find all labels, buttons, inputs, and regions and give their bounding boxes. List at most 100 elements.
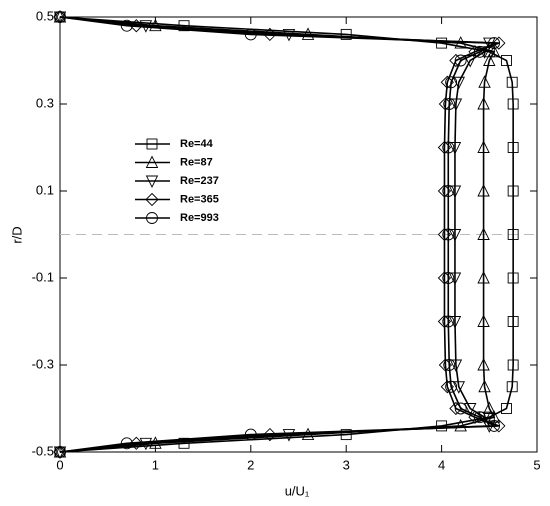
marker [487,44,501,58]
marker [449,98,463,112]
marker [488,419,501,432]
marker [442,141,455,154]
x-axis-label: u/U₁ [285,483,310,498]
marker [506,381,518,393]
marker [145,175,159,189]
marker [473,411,486,424]
marker [454,402,467,415]
marker [436,420,448,432]
marker [477,270,490,284]
marker [478,46,491,59]
marker [483,53,496,66]
marker [507,142,519,153]
marker [477,314,490,327]
marker [452,381,466,394]
marker [146,138,158,150]
marker [442,272,455,284]
marker [54,446,66,458]
x-tick-label: 2 [247,457,254,472]
marker [506,76,518,88]
marker [139,437,153,451]
marker [448,229,462,242]
legend-label: Re=44 [180,138,214,150]
marker [454,54,467,67]
marker [468,410,482,424]
marker [149,18,162,32]
legend-label: Re=87 [180,156,213,168]
legend-label: Re=237 [180,175,219,187]
marker [145,192,159,207]
marker [492,36,506,50]
y-tick-label: 0.5 [36,8,54,23]
x-tick-label: 4 [438,457,445,472]
marker [448,142,462,155]
marker [340,429,352,441]
marker [477,357,490,371]
marker [492,419,506,433]
legend-label: Re=993 [180,212,219,224]
series-line [59,16,500,453]
marker [244,428,257,441]
marker [477,227,490,240]
marker [501,55,512,66]
marker [53,10,67,24]
marker [146,212,158,224]
marker [120,19,133,32]
x-tick-label: 1 [152,457,159,472]
marker [445,76,458,89]
marker [54,11,66,23]
series-line [59,16,514,453]
marker [454,418,467,432]
marker [463,403,477,416]
marker [178,437,190,449]
marker [507,185,519,197]
marker [443,359,456,371]
x-tick-label: 0 [56,457,63,472]
y-tick-label: -0.1 [32,269,54,284]
marker [507,272,519,284]
marker [178,20,190,32]
y-axis-label: r/D [9,226,24,243]
marker [507,316,519,327]
marker [448,316,462,329]
marker [507,98,519,110]
legend-label: Re=365 [180,193,219,205]
marker [145,155,159,168]
marker [449,53,463,68]
marker [263,427,277,442]
marker [244,28,257,41]
marker [263,27,277,42]
marker [448,272,462,286]
marker [501,403,512,414]
marker [53,445,67,459]
marker [443,98,456,110]
marker [507,359,519,371]
marker [436,37,448,49]
marker [442,228,455,241]
y-tick-label: -0.3 [32,356,54,371]
marker [282,429,296,442]
marker [120,437,133,450]
marker [477,140,490,153]
marker [477,96,490,110]
series-line [59,16,496,453]
marker [488,37,501,50]
x-tick-label: 5 [533,457,540,472]
marker [445,380,458,393]
marker [473,45,486,58]
marker [442,315,455,328]
marker [442,185,455,197]
y-tick-label: 0.3 [36,95,54,110]
marker [452,76,466,90]
x-tick-label: 3 [343,457,350,472]
marker [478,75,491,88]
y-tick-label: 0.1 [36,182,54,197]
y-tick-label: -0.5 [32,443,54,458]
marker [340,28,352,40]
marker [449,359,463,373]
marker [477,183,490,197]
marker [468,45,482,59]
marker [53,446,67,460]
marker [478,379,491,393]
